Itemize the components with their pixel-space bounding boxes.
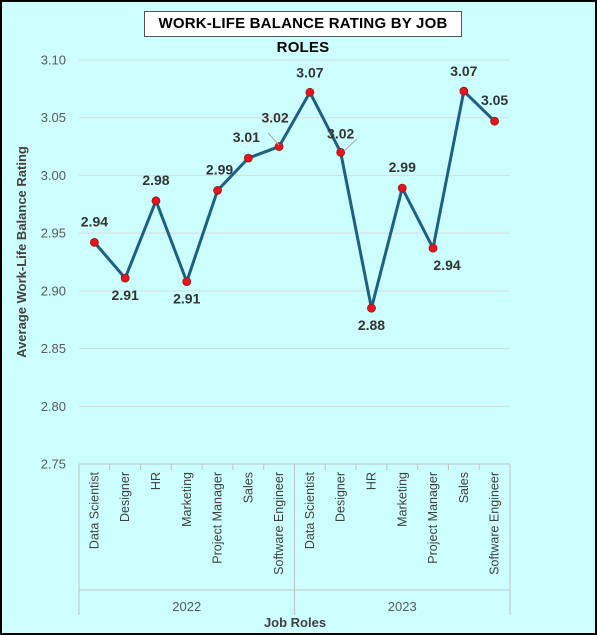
- data-label: 3.05: [481, 92, 508, 108]
- data-label: 3.01: [233, 129, 260, 145]
- data-point: [367, 303, 376, 313]
- chart-title: WORK-LIFE BALANCE RATING BY JOB ROLES: [144, 11, 462, 56]
- data-point: [397, 183, 407, 193]
- data-label: 3.07: [450, 63, 477, 79]
- data-label: 3.02: [261, 110, 288, 126]
- data-point: [490, 116, 500, 126]
- x-category-label: Marketing: [395, 472, 409, 527]
- data-point: [151, 196, 161, 206]
- y-tick-label: 3.05: [41, 110, 66, 125]
- x-axis: Data Scientist Designer HR Marketing Project…: [78, 463, 511, 615]
- x-group-label: 2023: [388, 599, 417, 614]
- data-point: [336, 147, 346, 157]
- y-axis-title: Average Work-Life Balance Rating: [14, 146, 29, 358]
- x-axis-title: Job Roles: [264, 615, 326, 630]
- x-category-label: Designer: [334, 472, 348, 522]
- series-line: [89, 86, 500, 313]
- x-category-label: Software Engineer: [272, 472, 286, 575]
- data-point: [305, 87, 315, 97]
- data-point: [459, 86, 469, 96]
- y-tick-label: 2.75: [41, 457, 66, 472]
- data-point: [243, 153, 253, 163]
- x-group-label: 2022: [172, 599, 201, 614]
- data-point: [213, 186, 222, 195]
- data-label: 3.07: [296, 64, 323, 80]
- x-category-label: Data Scientist: [303, 471, 317, 549]
- x-category-label: Data Scientist: [87, 471, 101, 549]
- data-point: [89, 237, 99, 247]
- y-tick-label: 2.85: [41, 341, 66, 356]
- data-point: [120, 273, 130, 283]
- x-category-label: Sales: [457, 472, 471, 503]
- data-label: 2.98: [142, 172, 169, 188]
- series-polyline: [93, 89, 496, 310]
- x-category-label: HR: [364, 472, 378, 490]
- data-label: 2.99: [389, 159, 416, 175]
- data-label: 2.91: [173, 291, 200, 307]
- x-category-label: Project Manager: [426, 472, 440, 564]
- data-point: [274, 142, 284, 151]
- data-labels: 2.942.912.982.912.993.013.023.073.022.88…: [81, 63, 509, 333]
- x-category-label: Project Manager: [211, 472, 225, 564]
- data-point: [428, 243, 438, 253]
- x-category-label: Sales: [241, 472, 255, 503]
- data-label: 2.94: [433, 257, 460, 273]
- x-category-label: Designer: [118, 472, 132, 522]
- y-axis-ticks: 2.75 2.80 2.85 2.90 2.95 3.00 3.05 3.10: [41, 53, 66, 472]
- x-category-label: Marketing: [180, 472, 194, 527]
- data-label: 2.91: [112, 287, 139, 303]
- x-category-label: Software Engineer: [488, 472, 502, 575]
- x-category-label: HR: [149, 472, 163, 490]
- y-tick-label: 3.00: [41, 168, 66, 183]
- y-tick-label: 3.10: [41, 53, 66, 68]
- y-tick-label: 2.90: [41, 283, 66, 298]
- data-label-leader: [343, 138, 358, 152]
- y-tick-label: 2.95: [41, 226, 66, 241]
- data-label: 2.88: [358, 317, 385, 333]
- data-label: 3.02: [327, 125, 354, 141]
- data-point: [182, 277, 192, 287]
- y-tick-label: 2.80: [41, 399, 66, 414]
- data-label: 2.99: [206, 161, 233, 177]
- data-label: 2.94: [81, 213, 108, 229]
- data-label-leader: [267, 132, 280, 146]
